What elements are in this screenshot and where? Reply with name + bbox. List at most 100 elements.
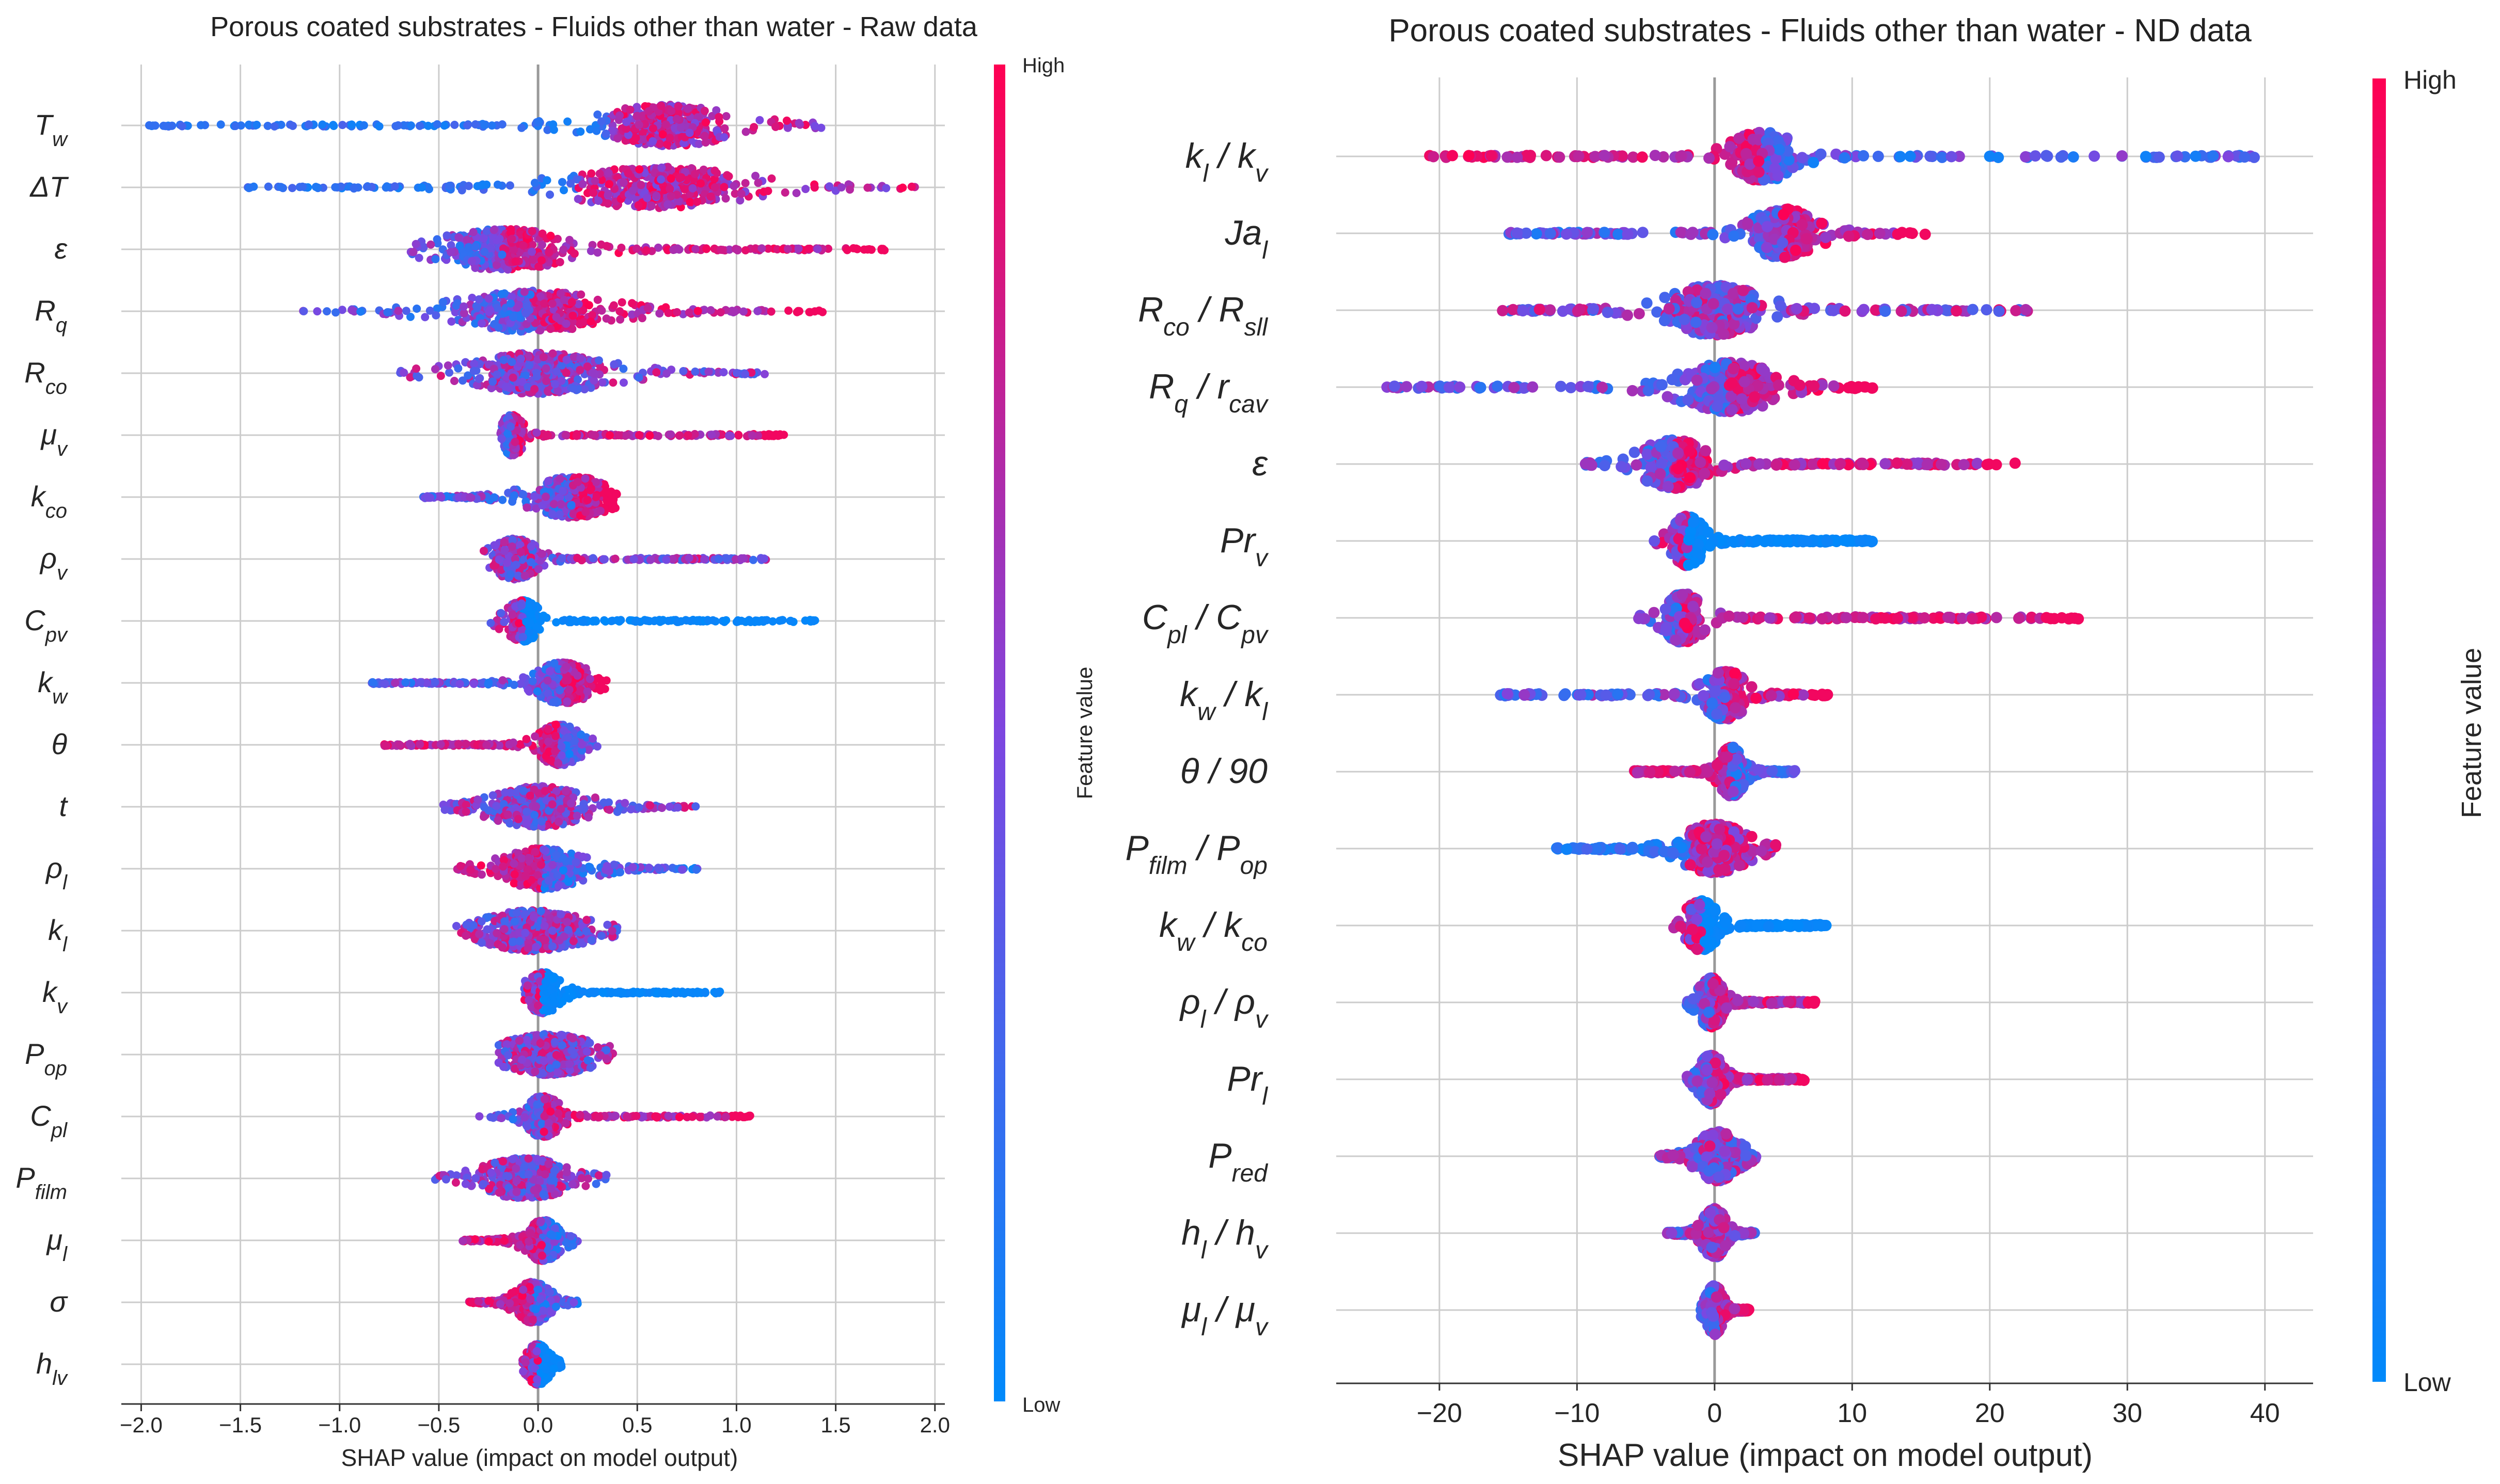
shap-point (674, 197, 683, 205)
shap-point (450, 120, 459, 129)
shap-point (463, 235, 471, 244)
shap-point (674, 108, 683, 117)
shap-point (508, 611, 517, 619)
shap-point (474, 295, 483, 304)
shap-point (447, 248, 455, 257)
shap-point (690, 170, 699, 179)
shap-point (347, 306, 356, 315)
shap-point (565, 235, 574, 244)
shap-point (710, 166, 719, 175)
shap-point (460, 302, 468, 311)
shap-point (487, 121, 496, 130)
shap-point (722, 554, 731, 563)
shap-point (597, 306, 606, 315)
shap-point (567, 298, 576, 307)
shap-point (643, 616, 652, 625)
shap-point (549, 120, 558, 129)
shap-point (619, 178, 628, 187)
shap-point (318, 120, 327, 129)
shap-point (323, 307, 331, 316)
shap-point (145, 121, 153, 130)
shap-point (616, 616, 625, 625)
shap-point (715, 555, 723, 564)
shap-point (663, 163, 672, 171)
shap-point (690, 430, 699, 438)
shap-point (567, 501, 576, 510)
shap-point (161, 122, 170, 131)
shap-point (197, 121, 205, 130)
shap-point (629, 555, 638, 564)
shap-point (562, 430, 570, 439)
shap-point (604, 497, 612, 506)
shap-point (509, 313, 518, 322)
shap-point (474, 375, 483, 383)
shap-point (619, 364, 628, 373)
shap-point (592, 478, 600, 487)
shap-point (558, 487, 567, 496)
shap-point (413, 305, 421, 313)
shap-point (609, 301, 618, 310)
shap-point (686, 198, 694, 206)
shap-point (415, 373, 423, 382)
shap-point (566, 179, 575, 188)
shap-point (270, 122, 279, 131)
shap-point (628, 186, 637, 195)
shap-point (794, 244, 803, 253)
shap-point (784, 306, 793, 315)
shap-point (679, 367, 688, 375)
shap-point (167, 121, 176, 130)
shap-point (470, 359, 479, 368)
shap-point (631, 134, 640, 142)
shap-point (577, 290, 586, 299)
shap-point (542, 492, 550, 501)
shap-point (657, 175, 666, 184)
shap-point (298, 182, 307, 191)
shap-point (610, 360, 619, 369)
shap-point (754, 179, 763, 187)
shap-point (586, 486, 595, 494)
shap-point (707, 430, 716, 439)
shap-point (663, 200, 672, 209)
shap-point (662, 369, 671, 378)
shap-point (409, 248, 418, 257)
shap-point (362, 183, 371, 191)
shap-point (776, 431, 785, 439)
shap-point (837, 183, 846, 192)
shap-point (700, 555, 709, 564)
shap-point (612, 489, 621, 498)
shap-point (644, 107, 653, 116)
shap-point (537, 256, 546, 265)
shap-point (716, 308, 725, 316)
shap-point (661, 120, 670, 129)
shap-point (643, 304, 652, 312)
shap-point (548, 510, 557, 519)
shap-point (573, 175, 581, 184)
shap-point (478, 181, 486, 190)
shap-point (646, 555, 655, 564)
shap-point (394, 121, 403, 130)
shap-point (605, 180, 613, 188)
shap-point (704, 368, 713, 376)
shap-point (675, 431, 684, 440)
shap-point (544, 476, 552, 485)
shap-point (497, 290, 506, 298)
shap-point (482, 227, 491, 235)
shap-point (693, 198, 701, 206)
shap-point (761, 370, 769, 378)
shap-point (471, 120, 480, 129)
shap-point (394, 307, 403, 315)
shap-point (244, 120, 253, 129)
shap-point (617, 244, 626, 252)
shap-point (510, 245, 518, 254)
shap-point (516, 355, 525, 363)
shap-point (532, 428, 541, 437)
shap-point (685, 554, 693, 562)
shap-point (548, 349, 557, 358)
shap-point (556, 510, 564, 519)
shap-point (593, 248, 602, 257)
shap-point (597, 117, 606, 126)
shap-point (457, 186, 466, 195)
shap-point (601, 617, 610, 626)
shap-point (655, 309, 664, 318)
